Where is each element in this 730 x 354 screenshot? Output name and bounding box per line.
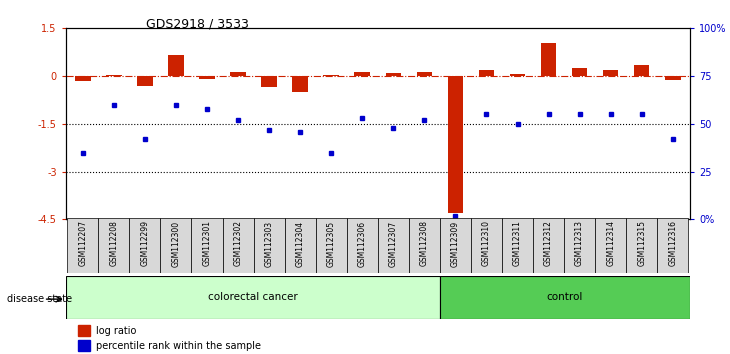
Bar	[409, 218, 440, 273]
Bar	[75, 76, 91, 81]
Text: GSM112207: GSM112207	[78, 221, 88, 267]
Bar	[315, 218, 347, 273]
Bar	[99, 218, 129, 273]
Text: GSM112303: GSM112303	[264, 221, 274, 267]
Bar	[67, 218, 99, 273]
Bar	[285, 218, 315, 273]
Text: GDS2918 / 3533: GDS2918 / 3533	[146, 18, 249, 31]
Text: GSM112311: GSM112311	[513, 221, 522, 266]
Bar	[66, 276, 440, 319]
Bar	[657, 218, 688, 273]
Bar	[78, 325, 90, 336]
Bar	[572, 68, 588, 76]
Text: GSM112313: GSM112313	[575, 221, 584, 267]
Bar	[626, 218, 657, 273]
Bar	[541, 43, 556, 76]
Bar	[261, 76, 277, 87]
Bar	[161, 218, 191, 273]
Text: GSM112299: GSM112299	[140, 221, 150, 267]
Text: GSM112316: GSM112316	[668, 221, 677, 267]
Text: GSM112314: GSM112314	[606, 221, 615, 267]
Text: GSM112312: GSM112312	[544, 221, 553, 266]
Bar	[168, 56, 184, 76]
Bar	[440, 218, 471, 273]
Bar	[603, 70, 618, 76]
Bar	[471, 218, 502, 273]
Bar	[78, 340, 90, 352]
Bar	[634, 65, 650, 76]
Bar	[253, 218, 285, 273]
Bar	[355, 72, 370, 76]
Bar	[199, 76, 215, 79]
Text: GSM112301: GSM112301	[202, 221, 212, 267]
Bar	[230, 72, 246, 76]
Text: control: control	[547, 292, 583, 302]
Bar	[440, 276, 690, 319]
Bar	[377, 218, 409, 273]
Bar	[323, 75, 339, 76]
Bar	[479, 70, 494, 76]
Bar	[347, 218, 377, 273]
Text: disease state: disease state	[7, 294, 72, 304]
Text: GSM112307: GSM112307	[389, 221, 398, 267]
Bar	[129, 218, 161, 273]
Bar	[447, 76, 463, 213]
Bar	[137, 76, 153, 86]
Bar	[191, 218, 223, 273]
Bar	[223, 218, 253, 273]
Text: GSM112308: GSM112308	[420, 221, 429, 267]
Bar	[665, 76, 680, 80]
Text: log ratio: log ratio	[96, 326, 137, 336]
Text: GSM112305: GSM112305	[327, 221, 336, 267]
Text: GSM112304: GSM112304	[296, 221, 304, 267]
Bar	[510, 74, 526, 76]
Text: GSM112315: GSM112315	[637, 221, 646, 267]
Bar	[385, 73, 401, 76]
Text: GSM112302: GSM112302	[234, 221, 242, 267]
Text: GSM112306: GSM112306	[358, 221, 366, 267]
Bar	[106, 75, 122, 76]
Bar	[533, 218, 564, 273]
Text: GSM112208: GSM112208	[110, 221, 118, 266]
Bar	[502, 218, 533, 273]
Text: colorectal cancer: colorectal cancer	[208, 292, 298, 302]
Text: GSM112309: GSM112309	[451, 221, 460, 267]
Text: percentile rank within the sample: percentile rank within the sample	[96, 341, 261, 351]
Text: GSM112300: GSM112300	[172, 221, 180, 267]
Bar	[564, 218, 595, 273]
Text: GSM112310: GSM112310	[482, 221, 491, 267]
Bar	[595, 218, 626, 273]
Bar	[293, 76, 308, 92]
Bar	[417, 72, 432, 76]
